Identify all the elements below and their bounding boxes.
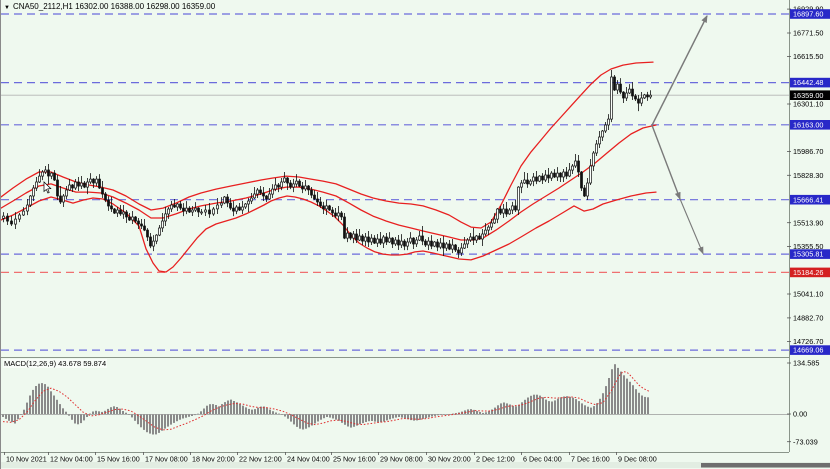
hline-price-label-box (790, 267, 830, 278)
time-tick-label: 17 Nov 08:00 (145, 455, 188, 464)
hline-price-label: 16442.48 (793, 78, 823, 87)
price-tick-label: 16771.50 (793, 29, 823, 38)
price-tick-label: 16301.10 (793, 100, 823, 109)
price-tick-label: 14882.70 (793, 314, 823, 323)
macd-tick-label: -73.039 (793, 437, 818, 446)
time-tick-label: 10 Nov 2021 (6, 455, 47, 464)
trend-arrow-down-2[interactable] (679, 198, 704, 255)
horizontal-scrollbar-track[interactable] (1, 462, 830, 468)
hline-price-label-box (790, 120, 830, 130)
macd-tick-label: 134.585 (793, 359, 819, 368)
price-axis[interactable]: 16929.9016771.5016615.5016301.1015986.70… (787, 5, 830, 447)
hline-price-label: 15184.26 (793, 268, 823, 277)
time-tick-label: 25 Nov 16:00 (333, 455, 376, 464)
trend-arrow-up[interactable] (651, 15, 708, 126)
current-price-label: 16359.00 (793, 91, 823, 100)
mouse-cursor-icon (43, 181, 52, 194)
symbol-ohlc-text: CNA50_2112,H1 16302.00 16388.00 16298.00… (12, 2, 216, 11)
symbol-title: ▼ CNA50_2112,H1 16302.00 16388.00 16298.0… (4, 2, 215, 11)
hline-price-label: 15305.81 (793, 250, 823, 259)
time-tick-label: 22 Nov 12:00 (239, 455, 282, 464)
price-tick-label: 16615.50 (793, 52, 823, 61)
price-tick-label: 14726.70 (793, 337, 823, 346)
price-tick-label: 15513.90 (793, 218, 823, 227)
price-tick-label: 15355.50 (793, 242, 823, 251)
price-tick-label: 15828.30 (793, 171, 823, 180)
time-tick-label: 30 Nov 20:00 (428, 455, 471, 464)
hline-price-label-box (790, 194, 830, 205)
symbol-dropdown-icon[interactable]: ▼ (4, 5, 10, 11)
hline-price-label-box (790, 249, 830, 259)
time-tick-label: 7 Dec 16:00 (571, 455, 610, 464)
bollinger-upper-line (1, 61, 654, 229)
time-tick-label: 2 Dec 12:00 (476, 455, 515, 464)
hline-price-label-box (790, 77, 830, 88)
time-tick-label: 12 Nov 04:00 (50, 455, 93, 464)
time-axis[interactable]: 10 Nov 2021 12 Nov 04:00 15 Nov 16:00 17 No… (4, 452, 657, 464)
price-tick-label: 15986.70 (793, 147, 823, 156)
time-tick-label: 9 Dec 08:00 (618, 455, 657, 464)
price-tick-label: 15041.10 (793, 290, 823, 299)
hline-price-label-box (790, 9, 830, 19)
hline-price-label-box (790, 345, 830, 355)
horizontal-scrollbar-thumb[interactable] (701, 463, 830, 468)
candlestick-series (2, 70, 652, 258)
macd-tick-label: 0.00 (793, 410, 807, 419)
macd-indicator-label: MACD(12,26,9) 43.678 59.874 (3, 359, 108, 368)
current-price-label-box (790, 90, 830, 100)
hline-price-label: 14669.06 (793, 346, 823, 355)
time-tick-label: 18 Nov 20:00 (192, 455, 235, 464)
hline-price-label: 15666.41 (793, 195, 823, 204)
trend-arrow-down-1[interactable] (651, 125, 681, 200)
time-tick-label: 24 Nov 04:00 (287, 455, 330, 464)
time-tick-label: 6 Dec 04:00 (523, 455, 562, 464)
time-tick-label: 29 Nov 08:00 (380, 455, 423, 464)
hline-price-label: 16897.60 (793, 10, 823, 19)
time-tick-label: 15 Nov 16:00 (97, 455, 140, 464)
bollinger-middle-line (1, 124, 657, 241)
trend-arrows[interactable] (651, 15, 708, 255)
hline-price-label: 16163.00 (793, 120, 823, 129)
